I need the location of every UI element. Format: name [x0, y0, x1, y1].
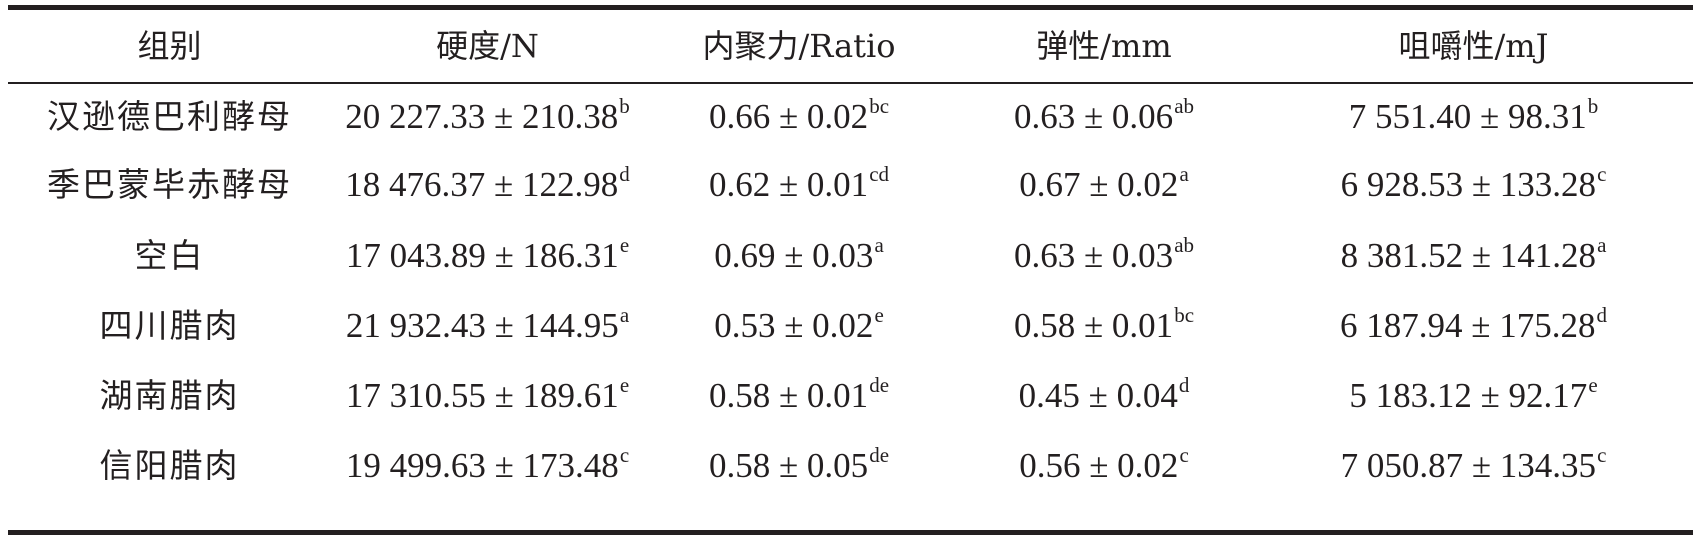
cohesiveness-sig: a: [874, 232, 884, 257]
chewiness-cell: 8 381.52 ± 141.28a: [1254, 234, 1693, 275]
header-chewiness: 咀嚼性/mJ: [1398, 27, 1549, 65]
cohesiveness-value: 0.58 ± 0.05: [708, 445, 869, 485]
header-hardness: 硬度/N: [436, 27, 539, 65]
springiness-cell: 0.67 ± 0.02a: [954, 163, 1254, 204]
cohesiveness-cell: 0.53 ± 0.02e: [644, 304, 954, 345]
hardness-cell: 17 043.89 ± 186.31e: [331, 234, 644, 275]
cohesiveness-cell: 0.62 ± 0.01cd: [644, 163, 954, 204]
springiness-cell: 0.63 ± 0.06ab: [954, 95, 1254, 136]
hardness-cell: 21 932.43 ± 144.95a: [331, 304, 644, 345]
cohesiveness-sig: bc: [869, 93, 890, 118]
hardness-sig: e: [619, 232, 630, 257]
header-group: 组别: [137, 27, 202, 65]
table-bottom-rule: [8, 530, 1693, 535]
hardness-sig: a: [619, 302, 630, 327]
cohesiveness-cell: 0.58 ± 0.01de: [644, 374, 954, 415]
springiness-sig: d: [1178, 372, 1190, 397]
springiness-value: 0.67 ± 0.02: [1019, 164, 1179, 204]
springiness-sig: c: [1179, 442, 1189, 467]
chewiness-cell: 7 050.87 ± 134.35c: [1254, 444, 1693, 485]
hardness-value: 20 227.33 ± 210.38: [345, 96, 619, 136]
hardness-value: 18 476.37 ± 122.98: [345, 164, 619, 204]
springiness-sig: bc: [1174, 302, 1195, 327]
springiness-value: 0.58 ± 0.01: [1013, 305, 1174, 345]
hardness-sig: c: [619, 442, 630, 467]
cohesiveness-value: 0.62 ± 0.01: [708, 164, 869, 204]
chewiness-cell: 7 551.40 ± 98.31b: [1254, 95, 1693, 136]
springiness-sig: ab: [1174, 232, 1195, 257]
springiness-value: 0.63 ± 0.06: [1013, 96, 1174, 136]
springiness-value: 0.56 ± 0.02: [1019, 445, 1179, 485]
chewiness-value: 6 928.53 ± 133.28: [1340, 164, 1597, 204]
hardness-sig: b: [619, 93, 630, 118]
springiness-value: 0.63 ± 0.03: [1013, 235, 1174, 275]
chewiness-sig: c: [1597, 161, 1607, 186]
springiness-value: 0.45 ± 0.04: [1018, 375, 1178, 415]
chewiness-sig: c: [1597, 442, 1607, 467]
chewiness-cell: 6 187.94 ± 175.28d: [1254, 304, 1693, 345]
springiness-cell: 0.45 ± 0.04d: [954, 374, 1254, 415]
cohesiveness-value: 0.69 ± 0.03: [714, 235, 874, 275]
table-header-row: 组别 硬度/N 内聚力/Ratio 弹性/mm 咀嚼性/mJ: [8, 10, 1693, 82]
chewiness-value: 6 187.94 ± 175.28: [1340, 305, 1596, 345]
header-cohesiveness: 内聚力/Ratio: [702, 27, 896, 65]
springiness-sig: ab: [1174, 93, 1195, 118]
chewiness-cell: 5 183.12 ± 92.17e: [1254, 374, 1693, 415]
hardness-value: 19 499.63 ± 173.48: [345, 445, 619, 485]
table-row: 汉逊德巴利酵母 20 227.33 ± 210.38b 0.66 ± 0.02b…: [8, 84, 1693, 148]
cohesiveness-value: 0.58 ± 0.01: [708, 375, 869, 415]
cohesiveness-sig: cd: [869, 161, 890, 186]
springiness-cell: 0.63 ± 0.03ab: [954, 234, 1254, 275]
row-group: 季巴蒙毕赤酵母: [47, 164, 292, 204]
hardness-sig: d: [619, 161, 630, 186]
cohesiveness-sig: de: [869, 372, 890, 397]
chewiness-sig: d: [1596, 302, 1607, 327]
springiness-sig: a: [1179, 161, 1189, 186]
cohesiveness-cell: 0.58 ± 0.05de: [644, 444, 954, 485]
row-group: 汉逊德巴利酵母: [47, 96, 292, 136]
chewiness-sig: a: [1597, 232, 1607, 257]
table-row: 季巴蒙毕赤酵母 18 476.37 ± 122.98d 0.62 ± 0.01c…: [8, 148, 1693, 220]
hardness-value: 17 043.89 ± 186.31: [345, 235, 619, 275]
cohesiveness-cell: 0.69 ± 0.03a: [644, 234, 954, 275]
cohesiveness-value: 0.53 ± 0.02: [714, 305, 874, 345]
row-group: 四川腊肉: [99, 305, 240, 345]
chewiness-value: 7 050.87 ± 134.35: [1340, 445, 1597, 485]
chewiness-sig: e: [1588, 372, 1598, 397]
hardness-cell: 19 499.63 ± 173.48c: [331, 444, 644, 485]
table-row: 信阳腊肉 19 499.63 ± 173.48c 0.58 ± 0.05de 0…: [8, 430, 1693, 500]
chewiness-cell: 6 928.53 ± 133.28c: [1254, 163, 1693, 204]
row-group: 空白: [134, 235, 205, 275]
row-group: 信阳腊肉: [99, 445, 240, 485]
table-row: 四川腊肉 21 932.43 ± 144.95a 0.53 ± 0.02e 0.…: [8, 290, 1693, 360]
chewiness-value: 8 381.52 ± 141.28: [1340, 235, 1597, 275]
cohesiveness-sig: de: [869, 442, 890, 467]
hardness-value: 21 932.43 ± 144.95: [345, 305, 619, 345]
hardness-value: 17 310.55 ± 189.61: [345, 375, 619, 415]
hardness-cell: 20 227.33 ± 210.38b: [331, 95, 644, 136]
cohesiveness-cell: 0.66 ± 0.02bc: [644, 95, 954, 136]
chewiness-value: 7 551.40 ± 98.31: [1348, 96, 1587, 136]
cohesiveness-sig: e: [874, 302, 884, 327]
table-top-rule: [8, 5, 1693, 10]
chewiness-value: 5 183.12 ± 92.17: [1349, 375, 1588, 415]
springiness-cell: 0.56 ± 0.02c: [954, 444, 1254, 485]
hardness-cell: 18 476.37 ± 122.98d: [331, 163, 644, 204]
hardness-cell: 17 310.55 ± 189.61e: [331, 374, 644, 415]
table-header-rule: [8, 82, 1693, 84]
table-row: 空白 17 043.89 ± 186.31e 0.69 ± 0.03a 0.63…: [8, 220, 1693, 290]
hardness-sig: e: [619, 372, 630, 397]
row-group: 湖南腊肉: [99, 375, 240, 415]
cohesiveness-value: 0.66 ± 0.02: [708, 96, 869, 136]
header-springiness: 弹性/mm: [1036, 27, 1172, 65]
chewiness-sig: b: [1587, 93, 1599, 118]
table-row: 湖南腊肉 17 310.55 ± 189.61e 0.58 ± 0.01de 0…: [8, 360, 1693, 430]
springiness-cell: 0.58 ± 0.01bc: [954, 304, 1254, 345]
